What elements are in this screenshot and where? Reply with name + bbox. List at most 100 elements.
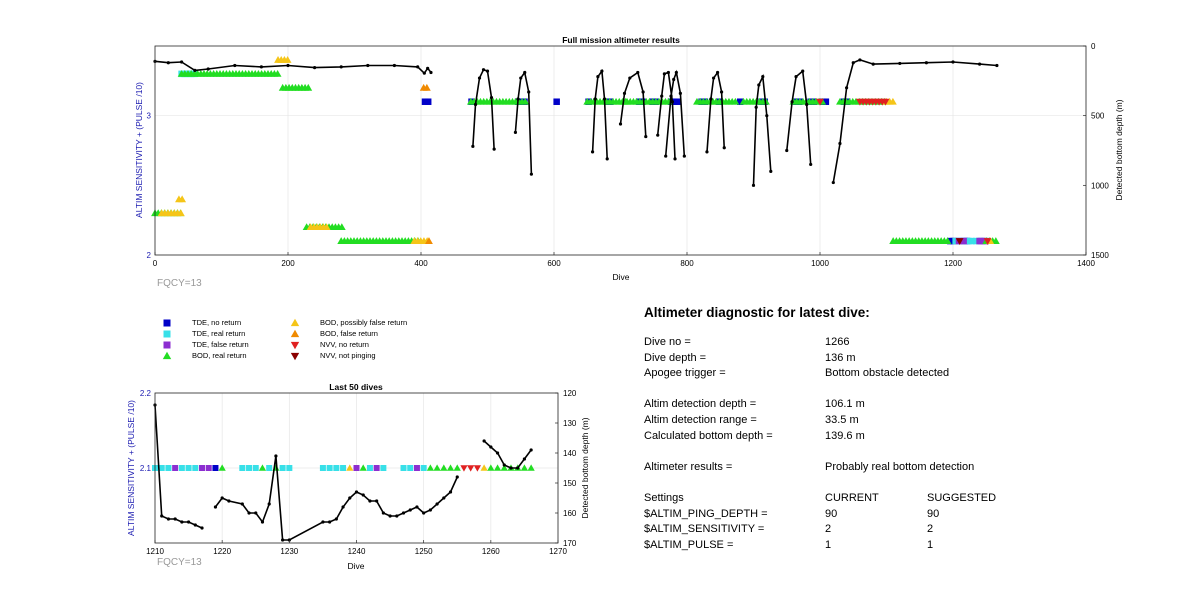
- y-right-tick-label: 1500: [1091, 251, 1109, 260]
- bottom-marker: [453, 464, 461, 471]
- depth-point: [951, 60, 955, 64]
- depth-point: [388, 514, 392, 518]
- setting-suggested: 2: [927, 523, 934, 536]
- dive-depth-label: Dive depth =: [644, 351, 707, 364]
- bottom-marker: [286, 465, 293, 471]
- bottom-marker: [178, 465, 185, 471]
- depth-point: [375, 499, 379, 503]
- depth-point: [794, 75, 798, 79]
- bottom-marker: [480, 464, 488, 471]
- x-tick-label: 0: [153, 259, 158, 268]
- depth-point: [845, 86, 849, 90]
- legend-marker: [163, 319, 171, 327]
- depth-point: [790, 100, 794, 104]
- legend-marker-shape: [162, 351, 172, 360]
- top-marker: [731, 97, 740, 105]
- depth-point: [641, 90, 645, 94]
- y-left-tick-label: 3: [147, 112, 152, 121]
- depth-point: [193, 68, 197, 72]
- bottom-marker: [266, 465, 273, 471]
- depth-point: [160, 514, 164, 518]
- setting-row: $ALTIM_SENSITIVITY = 2 2: [644, 522, 1164, 538]
- depth-point: [348, 496, 352, 500]
- top-marker: [943, 237, 952, 244]
- dive-depth-value: 136 m: [825, 351, 856, 364]
- depth-point: [666, 70, 670, 75]
- x-tick-label: 1400: [1077, 259, 1095, 268]
- depth-point: [416, 65, 420, 69]
- depth-point: [415, 505, 419, 509]
- calc-depth-row: Calculated bottom depth = 139.6 m: [644, 429, 1164, 445]
- depth-point: [435, 502, 439, 506]
- x-tick-label: 1260: [482, 547, 500, 556]
- top-markers: [151, 56, 1000, 245]
- depth-line: [706, 70, 725, 152]
- altim-depth-row: Altim detection depth = 106.1 m: [644, 397, 1164, 413]
- legend-marker: [290, 329, 300, 338]
- depth-point: [516, 97, 520, 101]
- top-grid: [154, 46, 1087, 256]
- depth-point: [481, 68, 486, 72]
- x-tick-label: 800: [680, 259, 694, 268]
- depth-point: [995, 63, 999, 68]
- depth-line: [832, 59, 997, 183]
- depth-point: [186, 520, 191, 524]
- legend-label: BOD, real return: [192, 351, 247, 360]
- depth-point: [516, 466, 520, 470]
- depth-point: [674, 70, 678, 75]
- depth-line: [591, 68, 608, 159]
- depth-point: [722, 146, 726, 150]
- depth-point: [473, 102, 478, 107]
- depth-point: [673, 157, 677, 161]
- top-chart-title: Full mission altimeter results: [562, 35, 680, 45]
- depth-point: [593, 97, 597, 101]
- depth-point: [602, 97, 607, 101]
- top-marker: [176, 209, 185, 217]
- setting-name: $ALTIM_SENSITIVITY =: [644, 523, 765, 536]
- depth-point: [712, 76, 716, 80]
- top-marker: [283, 56, 292, 63]
- suggested-label: SUGGESTED: [927, 491, 997, 504]
- bottom-marker: [527, 464, 535, 471]
- top-marker: [889, 97, 897, 105]
- depth-point: [636, 70, 640, 75]
- depth-point: [392, 63, 396, 68]
- setting-row: $ALTIM_PING_DEPTH = 90 90: [644, 507, 1164, 523]
- calc-depth-label: Calculated bottom depth =: [644, 429, 773, 442]
- depth-point: [669, 94, 673, 98]
- bottom-marker: [165, 465, 172, 471]
- bottom-marker: [333, 465, 340, 471]
- depth-line: [786, 69, 812, 165]
- legend-label: TDE, no return: [192, 318, 242, 327]
- depth-line: [154, 60, 432, 75]
- top-chart: Full mission altimeter results 0 200 400 60…: [134, 35, 1124, 282]
- bottom-marker: [205, 465, 212, 471]
- top-axes: 0 200 400 600 800 1000 1200 1400 2 3 0 500 1000 1500: [147, 42, 1110, 268]
- bottom-marker: [192, 465, 199, 471]
- depth-line: [752, 73, 772, 186]
- depth-point: [366, 63, 370, 68]
- setting-row: $ALTIM_PULSE = 1 1: [644, 538, 1164, 554]
- bottom-marker: [413, 465, 420, 471]
- bottom-marker: [359, 464, 367, 471]
- depth-point: [492, 147, 496, 151]
- bottom-marker: [185, 465, 192, 471]
- bottom-marker: [493, 464, 502, 471]
- legend-label: TDE, real return: [192, 329, 246, 338]
- depth-point: [898, 61, 902, 66]
- top-marker: [968, 237, 975, 245]
- depth-point: [618, 122, 623, 126]
- y-right-tick-label: 140: [563, 449, 577, 458]
- depth-point: [765, 114, 769, 118]
- bottom-marker: [407, 465, 414, 471]
- y-left-tick-label: 2.2: [140, 389, 152, 398]
- bottom-marker: [252, 465, 259, 471]
- depth-point: [286, 63, 290, 68]
- depth-point: [523, 70, 527, 75]
- top-marker: [425, 237, 433, 244]
- depth-point: [664, 154, 668, 158]
- depth-point: [267, 502, 271, 506]
- setting-current: 2: [825, 523, 832, 536]
- bottom-marker: [433, 464, 441, 471]
- depth-point: [328, 520, 332, 524]
